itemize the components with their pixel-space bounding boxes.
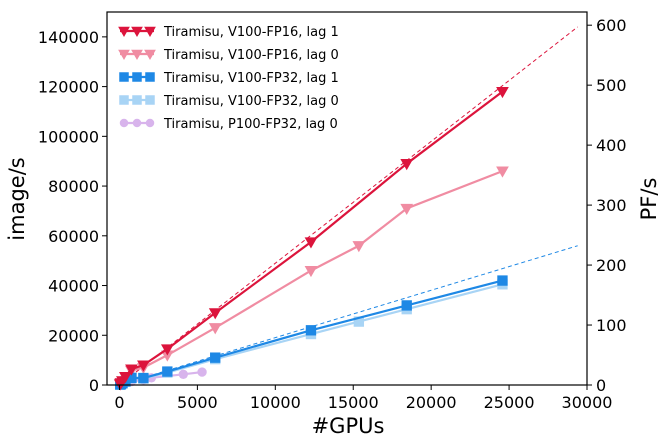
y2-tick-label: 400	[596, 136, 627, 155]
y-tick-label: 20000	[48, 326, 99, 345]
y-axis-label: image/s	[5, 157, 29, 240]
legend-label: Tiramisu, V100-FP16, lag 0	[163, 48, 339, 63]
data-point	[401, 300, 412, 311]
data-point	[125, 364, 138, 376]
legend-entry-5: Tiramisu, P100-FP32, lag 0	[119, 117, 338, 132]
data-point	[400, 203, 414, 215]
x-tick-label: 5000	[177, 393, 218, 412]
legend-entry-4: Tiramisu, V100-FP32, lag 0	[119, 94, 339, 109]
legend-marker	[132, 95, 142, 105]
legend-label: Tiramisu, P100-FP32, lag 0	[163, 117, 338, 132]
data-point	[400, 159, 414, 171]
series-2	[113, 166, 509, 391]
data-point	[305, 325, 317, 336]
legend-marker	[119, 95, 129, 105]
legend-marker	[145, 95, 155, 105]
data-point	[162, 366, 173, 377]
legend-marker	[119, 118, 129, 128]
data-point	[496, 86, 509, 99]
data-point	[208, 323, 222, 335]
legend-marker	[118, 26, 130, 38]
series-3	[115, 275, 508, 390]
axes-frame	[106, 11, 588, 386]
legend-marker	[132, 118, 142, 128]
y2-tick-label: 300	[596, 196, 627, 215]
x-tick-label: 10000	[250, 393, 301, 412]
data-point	[208, 308, 222, 320]
legend-marker	[145, 118, 155, 128]
data-point	[496, 166, 509, 178]
series-1	[113, 86, 509, 391]
data-point	[497, 275, 508, 286]
data-point	[352, 241, 366, 253]
data-point	[210, 352, 221, 363]
legend-marker	[118, 49, 130, 61]
y-tick-label: 100000	[38, 127, 99, 146]
y-tick-label: 60000	[48, 227, 99, 246]
data-point	[304, 265, 318, 278]
y2-tick-label: 600	[596, 16, 627, 35]
x-tick-label: 25000	[484, 393, 535, 412]
series-line	[119, 170, 503, 385]
series-layer	[113, 86, 509, 391]
legend: Tiramisu, V100-FP16, lag 1 Tiramisu, V100…	[118, 25, 339, 132]
x-axis-label: #GPUs	[312, 414, 385, 438]
legend-marker	[119, 72, 129, 82]
x-tick-label: 0	[114, 393, 124, 412]
legend-marker	[144, 49, 156, 61]
legend-marker	[131, 49, 143, 61]
legend-label: Tiramisu, V100-FP32, lag 1	[163, 71, 339, 86]
x-tick-label: 30000	[562, 393, 613, 412]
reference-line-ideal-scaling-fp16	[119, 26, 578, 386]
data-point	[160, 344, 174, 356]
data-point	[304, 237, 318, 249]
y2-tick-label: 500	[596, 76, 627, 95]
data-point	[119, 372, 132, 384]
y2-tick-label: 200	[596, 256, 627, 275]
y-tick-label: 0	[89, 376, 99, 395]
y2-tick-label: 100	[596, 316, 627, 335]
x-tick-label: 20000	[406, 393, 457, 412]
legend-label: Tiramisu, V100-FP16, lag 1	[163, 25, 339, 40]
data-point	[137, 360, 150, 372]
data-point	[138, 372, 149, 384]
x-tick-label: 15000	[328, 393, 379, 412]
legend-entry-1: Tiramisu, V100-FP16, lag 1	[118, 25, 339, 40]
legend-marker	[132, 72, 142, 82]
y-tick-label: 140000	[38, 28, 99, 47]
y-tick-label: 120000	[38, 78, 99, 97]
reference-line-ideal-scaling-fp32	[119, 245, 578, 386]
ticks: 0 5000 10000 15000 20000 25000 300000200004000…	[38, 16, 627, 412]
plot-frame	[106, 11, 588, 386]
data-point	[178, 369, 188, 379]
legend-label: Tiramisu, V100-FP32, lag 0	[163, 94, 339, 109]
legend-marker	[145, 72, 155, 82]
legend-entry-3: Tiramisu, V100-FP32, lag 1	[119, 71, 339, 86]
data-point	[197, 367, 207, 377]
legend-entry-2: Tiramisu, V100-FP16, lag 0	[118, 48, 339, 63]
y2-tick-label: 0	[596, 376, 606, 395]
reference-lines	[119, 26, 578, 386]
y2-axis-label: PF/s	[637, 178, 661, 221]
legend-marker	[144, 26, 156, 38]
y-tick-label: 40000	[48, 277, 99, 296]
y-tick-label: 80000	[48, 177, 99, 196]
legend-marker	[131, 26, 143, 38]
